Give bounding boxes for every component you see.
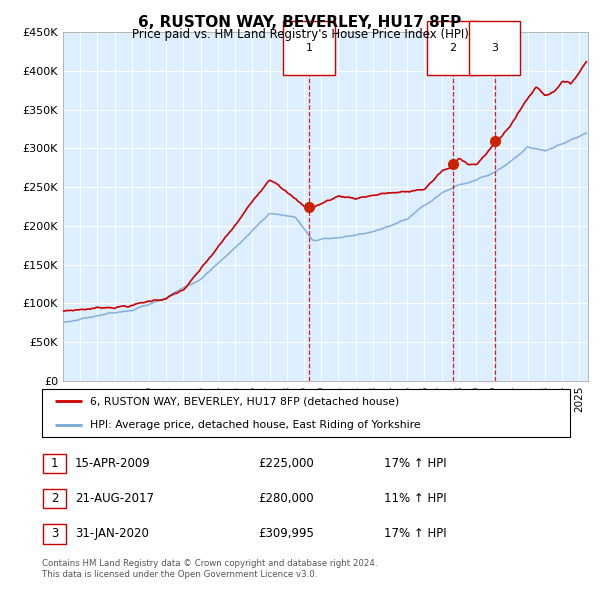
- FancyBboxPatch shape: [43, 454, 66, 473]
- Text: £309,995: £309,995: [258, 527, 314, 540]
- Text: 11% ↑ HPI: 11% ↑ HPI: [384, 492, 446, 505]
- Text: 2: 2: [51, 492, 58, 505]
- FancyBboxPatch shape: [43, 489, 66, 508]
- Text: 1: 1: [305, 43, 313, 53]
- Text: 6, RUSTON WAY, BEVERLEY, HU17 8FP: 6, RUSTON WAY, BEVERLEY, HU17 8FP: [139, 15, 461, 30]
- Text: 17% ↑ HPI: 17% ↑ HPI: [384, 527, 446, 540]
- Text: 3: 3: [491, 43, 498, 53]
- Text: £280,000: £280,000: [258, 492, 314, 505]
- Text: 3: 3: [51, 527, 58, 540]
- Text: 31-JAN-2020: 31-JAN-2020: [75, 527, 149, 540]
- Text: 1: 1: [51, 457, 58, 470]
- Text: Contains HM Land Registry data © Crown copyright and database right 2024.: Contains HM Land Registry data © Crown c…: [42, 559, 377, 568]
- Text: 6, RUSTON WAY, BEVERLEY, HU17 8FP (detached house): 6, RUSTON WAY, BEVERLEY, HU17 8FP (detac…: [89, 396, 399, 406]
- Text: HPI: Average price, detached house, East Riding of Yorkshire: HPI: Average price, detached house, East…: [89, 420, 420, 430]
- Text: This data is licensed under the Open Government Licence v3.0.: This data is licensed under the Open Gov…: [42, 570, 317, 579]
- FancyBboxPatch shape: [43, 525, 66, 543]
- Text: 15-APR-2009: 15-APR-2009: [75, 457, 151, 470]
- Text: Price paid vs. HM Land Registry's House Price Index (HPI): Price paid vs. HM Land Registry's House …: [131, 28, 469, 41]
- Text: 2: 2: [449, 43, 456, 53]
- Text: £225,000: £225,000: [258, 457, 314, 470]
- FancyBboxPatch shape: [42, 389, 570, 437]
- Text: 21-AUG-2017: 21-AUG-2017: [75, 492, 154, 505]
- Text: 17% ↑ HPI: 17% ↑ HPI: [384, 457, 446, 470]
